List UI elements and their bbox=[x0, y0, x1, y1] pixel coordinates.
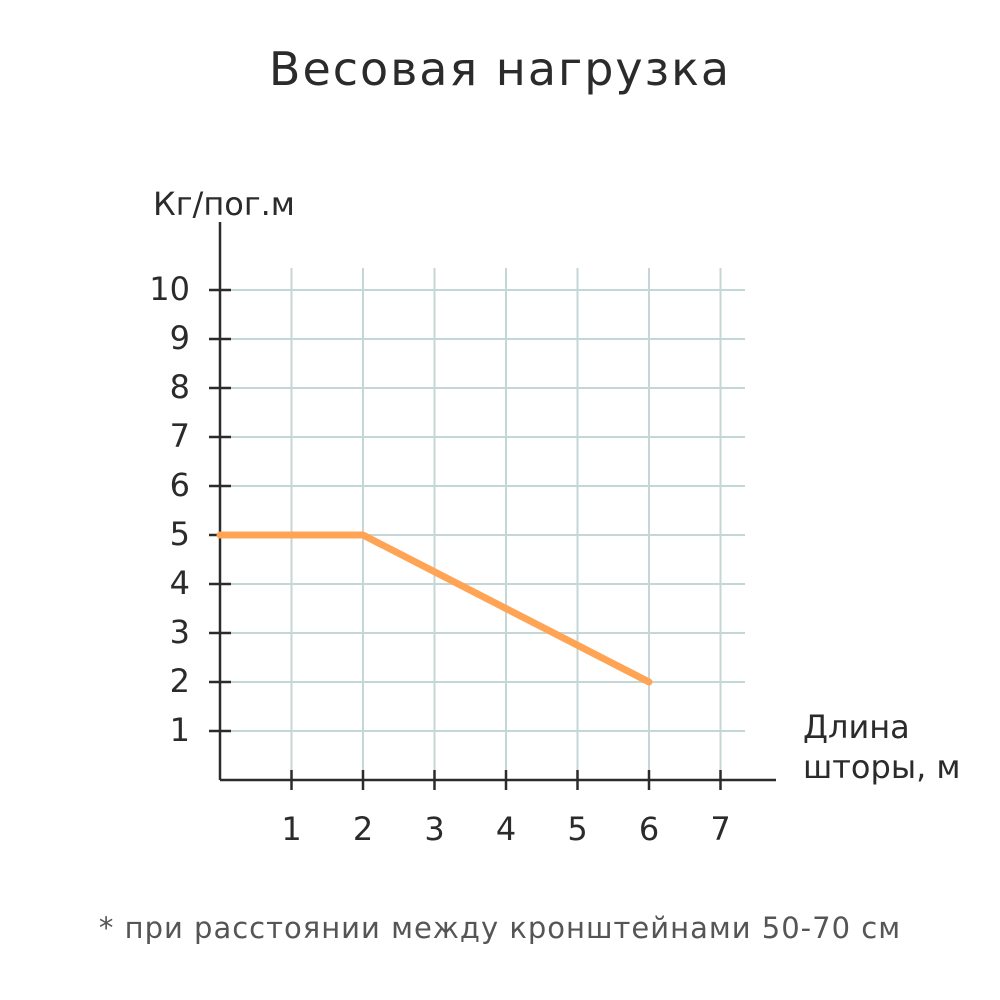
x-tick-label-4: 4 bbox=[496, 810, 516, 848]
x-tick-label-3: 3 bbox=[424, 810, 444, 848]
grid bbox=[220, 268, 745, 780]
y-tick-label-6: 6 bbox=[170, 466, 190, 504]
y-tick-label-10: 10 bbox=[149, 270, 190, 308]
x-axis-label-line-1: Длина bbox=[803, 708, 910, 746]
x-tick-label-6: 6 bbox=[639, 810, 659, 848]
y-tick-label-7: 7 bbox=[170, 417, 190, 455]
y-tick-label-1: 1 bbox=[170, 711, 190, 749]
y-tick-label-4: 4 bbox=[170, 564, 190, 602]
x-tick-label-7: 7 bbox=[710, 810, 730, 848]
y-tick-label-5: 5 bbox=[170, 515, 190, 553]
axes bbox=[218, 222, 776, 782]
x-tick-label-1: 1 bbox=[281, 810, 301, 848]
x-axis-label-line-2: шторы, м bbox=[803, 748, 961, 786]
x-tick-label-5: 5 bbox=[567, 810, 587, 848]
y-tick-label-9: 9 bbox=[170, 319, 190, 357]
y-tick-label-3: 3 bbox=[170, 613, 190, 651]
y-tick-label-2: 2 bbox=[170, 662, 190, 700]
x-tick-label-2: 2 bbox=[353, 810, 373, 848]
chart-title: Весовая нагрузка bbox=[269, 42, 731, 96]
series-line-0 bbox=[216, 531, 653, 686]
y-tick-label-8: 8 bbox=[170, 368, 190, 406]
series bbox=[216, 531, 653, 686]
y-axis-label: Кг/пог.м bbox=[153, 185, 295, 223]
footnote: * при расстоянии между кронштейнами 50-7… bbox=[99, 911, 901, 945]
ticks: 1 2 3 4 5 6 7 1 2 3 4 5 6 7 8 9 10 bbox=[149, 270, 730, 848]
